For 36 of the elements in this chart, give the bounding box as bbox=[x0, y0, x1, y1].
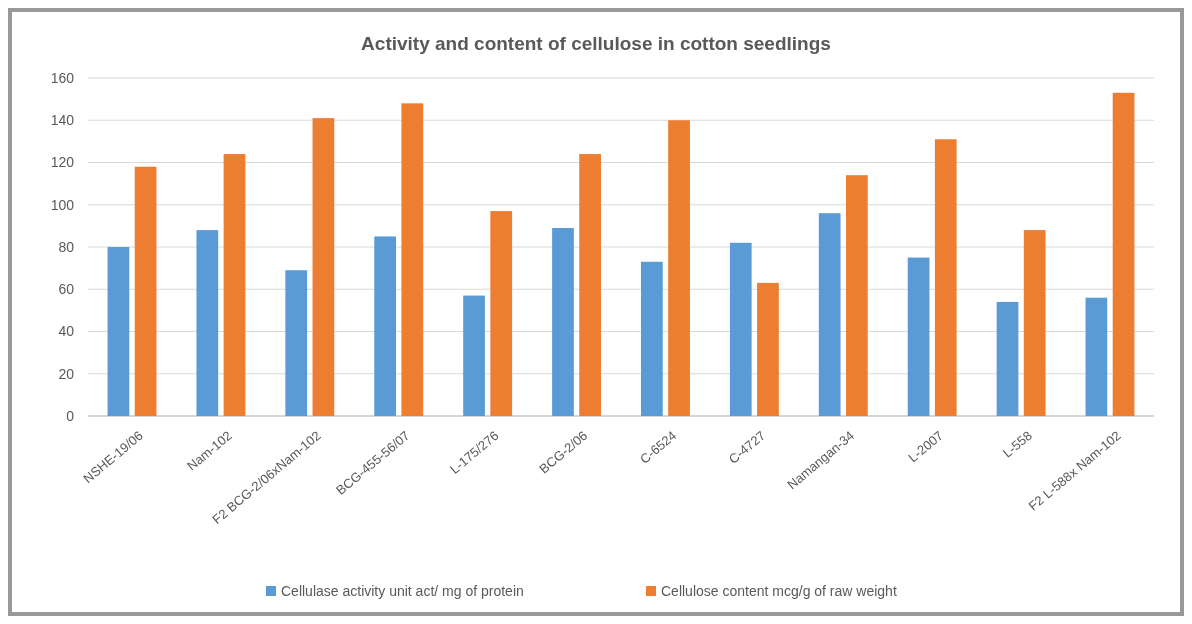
bar bbox=[1112, 92, 1135, 416]
bar bbox=[1023, 230, 1046, 416]
bar bbox=[285, 270, 308, 416]
bar bbox=[729, 242, 752, 416]
bar bbox=[312, 118, 335, 416]
bar bbox=[907, 257, 930, 416]
bar bbox=[996, 301, 1019, 416]
y-tick-label: 60 bbox=[58, 281, 75, 298]
y-tick-label: 100 bbox=[50, 196, 75, 213]
bar bbox=[107, 247, 130, 416]
chart-title: Activity and content of cellulose in cotton seedlings bbox=[361, 33, 831, 54]
bar bbox=[134, 166, 157, 416]
bar bbox=[1085, 297, 1108, 416]
bar bbox=[845, 175, 868, 416]
bar bbox=[223, 154, 246, 416]
bar bbox=[196, 230, 219, 416]
bar bbox=[401, 103, 424, 416]
bar bbox=[463, 295, 485, 416]
bar bbox=[934, 139, 957, 416]
bar bbox=[579, 154, 601, 416]
bar bbox=[818, 213, 841, 416]
bar bbox=[552, 227, 574, 416]
y-tick-label: 140 bbox=[50, 112, 75, 129]
bar bbox=[490, 211, 513, 416]
y-tick-label: 160 bbox=[50, 69, 75, 86]
y-tick-label: 120 bbox=[50, 154, 75, 171]
bar bbox=[374, 236, 397, 416]
y-tick-label: 20 bbox=[58, 365, 75, 382]
y-tick-label: 0 bbox=[66, 407, 75, 424]
bar bbox=[641, 261, 663, 416]
legend-label: Cellulase activity unit act/ mg of protein bbox=[281, 582, 524, 599]
y-tick-label: 80 bbox=[58, 238, 75, 255]
legend-label: Cellulose content mcg/g of raw weight bbox=[661, 582, 897, 599]
y-tick-label: 40 bbox=[58, 323, 75, 340]
bar bbox=[757, 282, 779, 416]
bar bbox=[668, 120, 690, 416]
